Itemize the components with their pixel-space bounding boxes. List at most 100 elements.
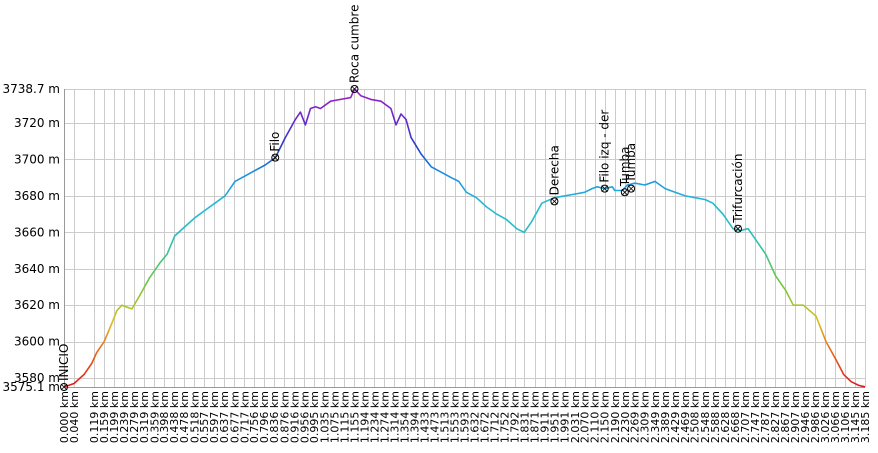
waypoint-marker xyxy=(350,85,359,93)
x-tick-label: 0.359 km xyxy=(148,391,161,443)
x-tick-label: 0.319 km xyxy=(138,391,151,443)
x-tick-label: 2.907 km xyxy=(789,391,802,443)
x-tick-label: 2.190 km xyxy=(609,391,622,443)
axes xyxy=(64,89,865,388)
x-tick-label: 1.672 km xyxy=(478,391,491,443)
x-tick-label: 0.557 km xyxy=(198,391,211,443)
x-tick-label: 0.677 km xyxy=(228,391,241,443)
x-tick-label: 1.593 km xyxy=(459,391,472,443)
x-tick-label: 1.792 km xyxy=(509,391,522,443)
x-tick-label: 0.040 km xyxy=(68,391,81,443)
y-tick-label: 3738.7 m xyxy=(3,82,61,96)
x-tick-label: 2.747 km xyxy=(749,391,762,443)
waypoint-marker-cross xyxy=(271,154,279,161)
waypoint-marker-cross xyxy=(351,85,358,93)
x-tick-label: 1.911 km xyxy=(539,391,552,443)
x-tick-labels: 0.000 km0.040 km 0.119 km0.159 km0.199 km… xyxy=(58,391,872,443)
x-tick-label: 0.756 km xyxy=(248,391,261,443)
x-tick-label: 0.836 km xyxy=(268,391,281,443)
waypoint-marker-cross xyxy=(60,383,68,391)
x-tick-label: 2.548 km xyxy=(699,391,712,443)
x-tick-label: 2.031 km xyxy=(569,391,582,443)
x-tick-label: 0.199 km xyxy=(108,391,121,443)
x-tick-label: 1.155 km xyxy=(348,391,361,443)
waypoint-marker xyxy=(550,197,559,206)
waypoint-marker-cross xyxy=(627,185,635,192)
x-tick-label: 2.349 km xyxy=(649,391,662,443)
x-tick-label: 0.478 km xyxy=(178,391,191,443)
x-tick-label: 1.513 km xyxy=(439,391,452,443)
waypoint-marker-cross xyxy=(601,185,608,192)
x-tick-label: 1.991 km xyxy=(559,391,572,443)
x-tick-label: 1.951 km xyxy=(549,391,562,443)
x-tick-label: 2.508 km xyxy=(689,391,702,443)
waypoint-markers: INICIO Filo Roca cumbre Derecha Filo izq - d… xyxy=(57,5,745,391)
x-tick-label: 0.597 km xyxy=(208,391,221,443)
x-tick-label: 3.066 km xyxy=(829,391,842,443)
x-tick-label: 0.916 km xyxy=(288,391,301,443)
x-tick-label: 1.075 km xyxy=(328,391,341,443)
x-tick-label: 0.398 km xyxy=(158,391,171,443)
x-tick-label: 2.110 km xyxy=(589,391,602,443)
x-tick-label: 0.995 km xyxy=(308,391,321,443)
x-tick-label: 1.115 km xyxy=(338,391,351,443)
y-tick-label: 3680 m xyxy=(14,189,60,203)
x-tick-label: 0.119 km xyxy=(88,391,101,443)
waypoint-label: Filo izq - der xyxy=(598,110,612,183)
x-tick-label: 0.239 km xyxy=(118,391,131,443)
x-tick-label: 3.185 km xyxy=(859,391,872,443)
waypoint-marker xyxy=(627,184,636,193)
x-tick-label: 2.150 km xyxy=(599,391,612,443)
x-tick-label: 3.106 km xyxy=(839,391,852,443)
x-tick-label: 2.707 km xyxy=(739,391,752,443)
waypoint-label: Tumba xyxy=(618,146,632,187)
x-tick-label: 2.628 km xyxy=(719,391,732,443)
x-tick-label: 2.946 km xyxy=(799,391,812,443)
waypoint-marker-cross xyxy=(734,225,742,232)
x-tick-label: 2.230 km xyxy=(619,391,632,443)
x-tick-label: 2.269 km xyxy=(629,391,642,443)
x-tick-label: 2.309 km xyxy=(639,391,652,443)
x-tick-label: 2.389 km xyxy=(659,391,672,443)
x-tick-label: 0.956 km xyxy=(298,391,311,443)
x-tick-label: 1.553 km xyxy=(449,391,462,443)
x-tick-label: 3.026 km xyxy=(819,391,832,443)
x-tick-label: 0.438 km xyxy=(168,391,181,443)
x-tick-label: 1.354 km xyxy=(399,391,412,443)
y-tick-label: 3700 m xyxy=(14,152,60,166)
x-tick-label: 1.831 km xyxy=(518,391,531,443)
x-tick-label: 1.314 km xyxy=(388,391,401,443)
waypoint-label: Roca cumbre xyxy=(347,5,361,83)
x-tick-label: 1.194 km xyxy=(358,391,371,443)
x-tick-label: 0.876 km xyxy=(278,391,291,443)
waypoint-marker xyxy=(600,184,609,193)
waypoint-label: Filo xyxy=(268,132,282,152)
x-tick-label: 3.145 km xyxy=(849,391,862,443)
y-tick-label: 3575.1 m xyxy=(3,380,61,394)
x-tick-label: 1.632 km xyxy=(468,391,481,443)
elevation-line xyxy=(63,88,866,388)
x-tick-label: 1.394 km xyxy=(409,391,422,443)
waypoint-marker xyxy=(733,224,742,233)
waypoint-marker xyxy=(271,153,280,162)
x-tick-label: 1.433 km xyxy=(418,391,431,443)
x-tick-label: 2.867 km xyxy=(779,391,792,443)
x-tick-label: 1.871 km xyxy=(529,391,542,443)
x-tick-label: 0.637 km xyxy=(218,391,231,443)
x-tick-label: 0.000 km xyxy=(58,391,71,443)
x-tick-label: 2.668 km xyxy=(729,391,742,443)
waypoint-marker-cross xyxy=(621,188,629,196)
x-tick-label: 1.035 km xyxy=(318,391,331,443)
y-tick-label: 3600 m xyxy=(14,335,60,349)
waypoint-label: Derecha xyxy=(547,145,561,195)
x-tick-label: 1.752 km xyxy=(499,391,512,443)
x-tick-label: 1.473 km xyxy=(428,391,441,443)
grid-lines xyxy=(64,89,866,388)
x-tick-label: 0.159 km xyxy=(98,391,111,443)
x-tick-label: 0.279 km xyxy=(128,391,141,443)
waypoint-label: Tumba xyxy=(624,143,638,184)
waypoint-marker xyxy=(620,188,629,197)
